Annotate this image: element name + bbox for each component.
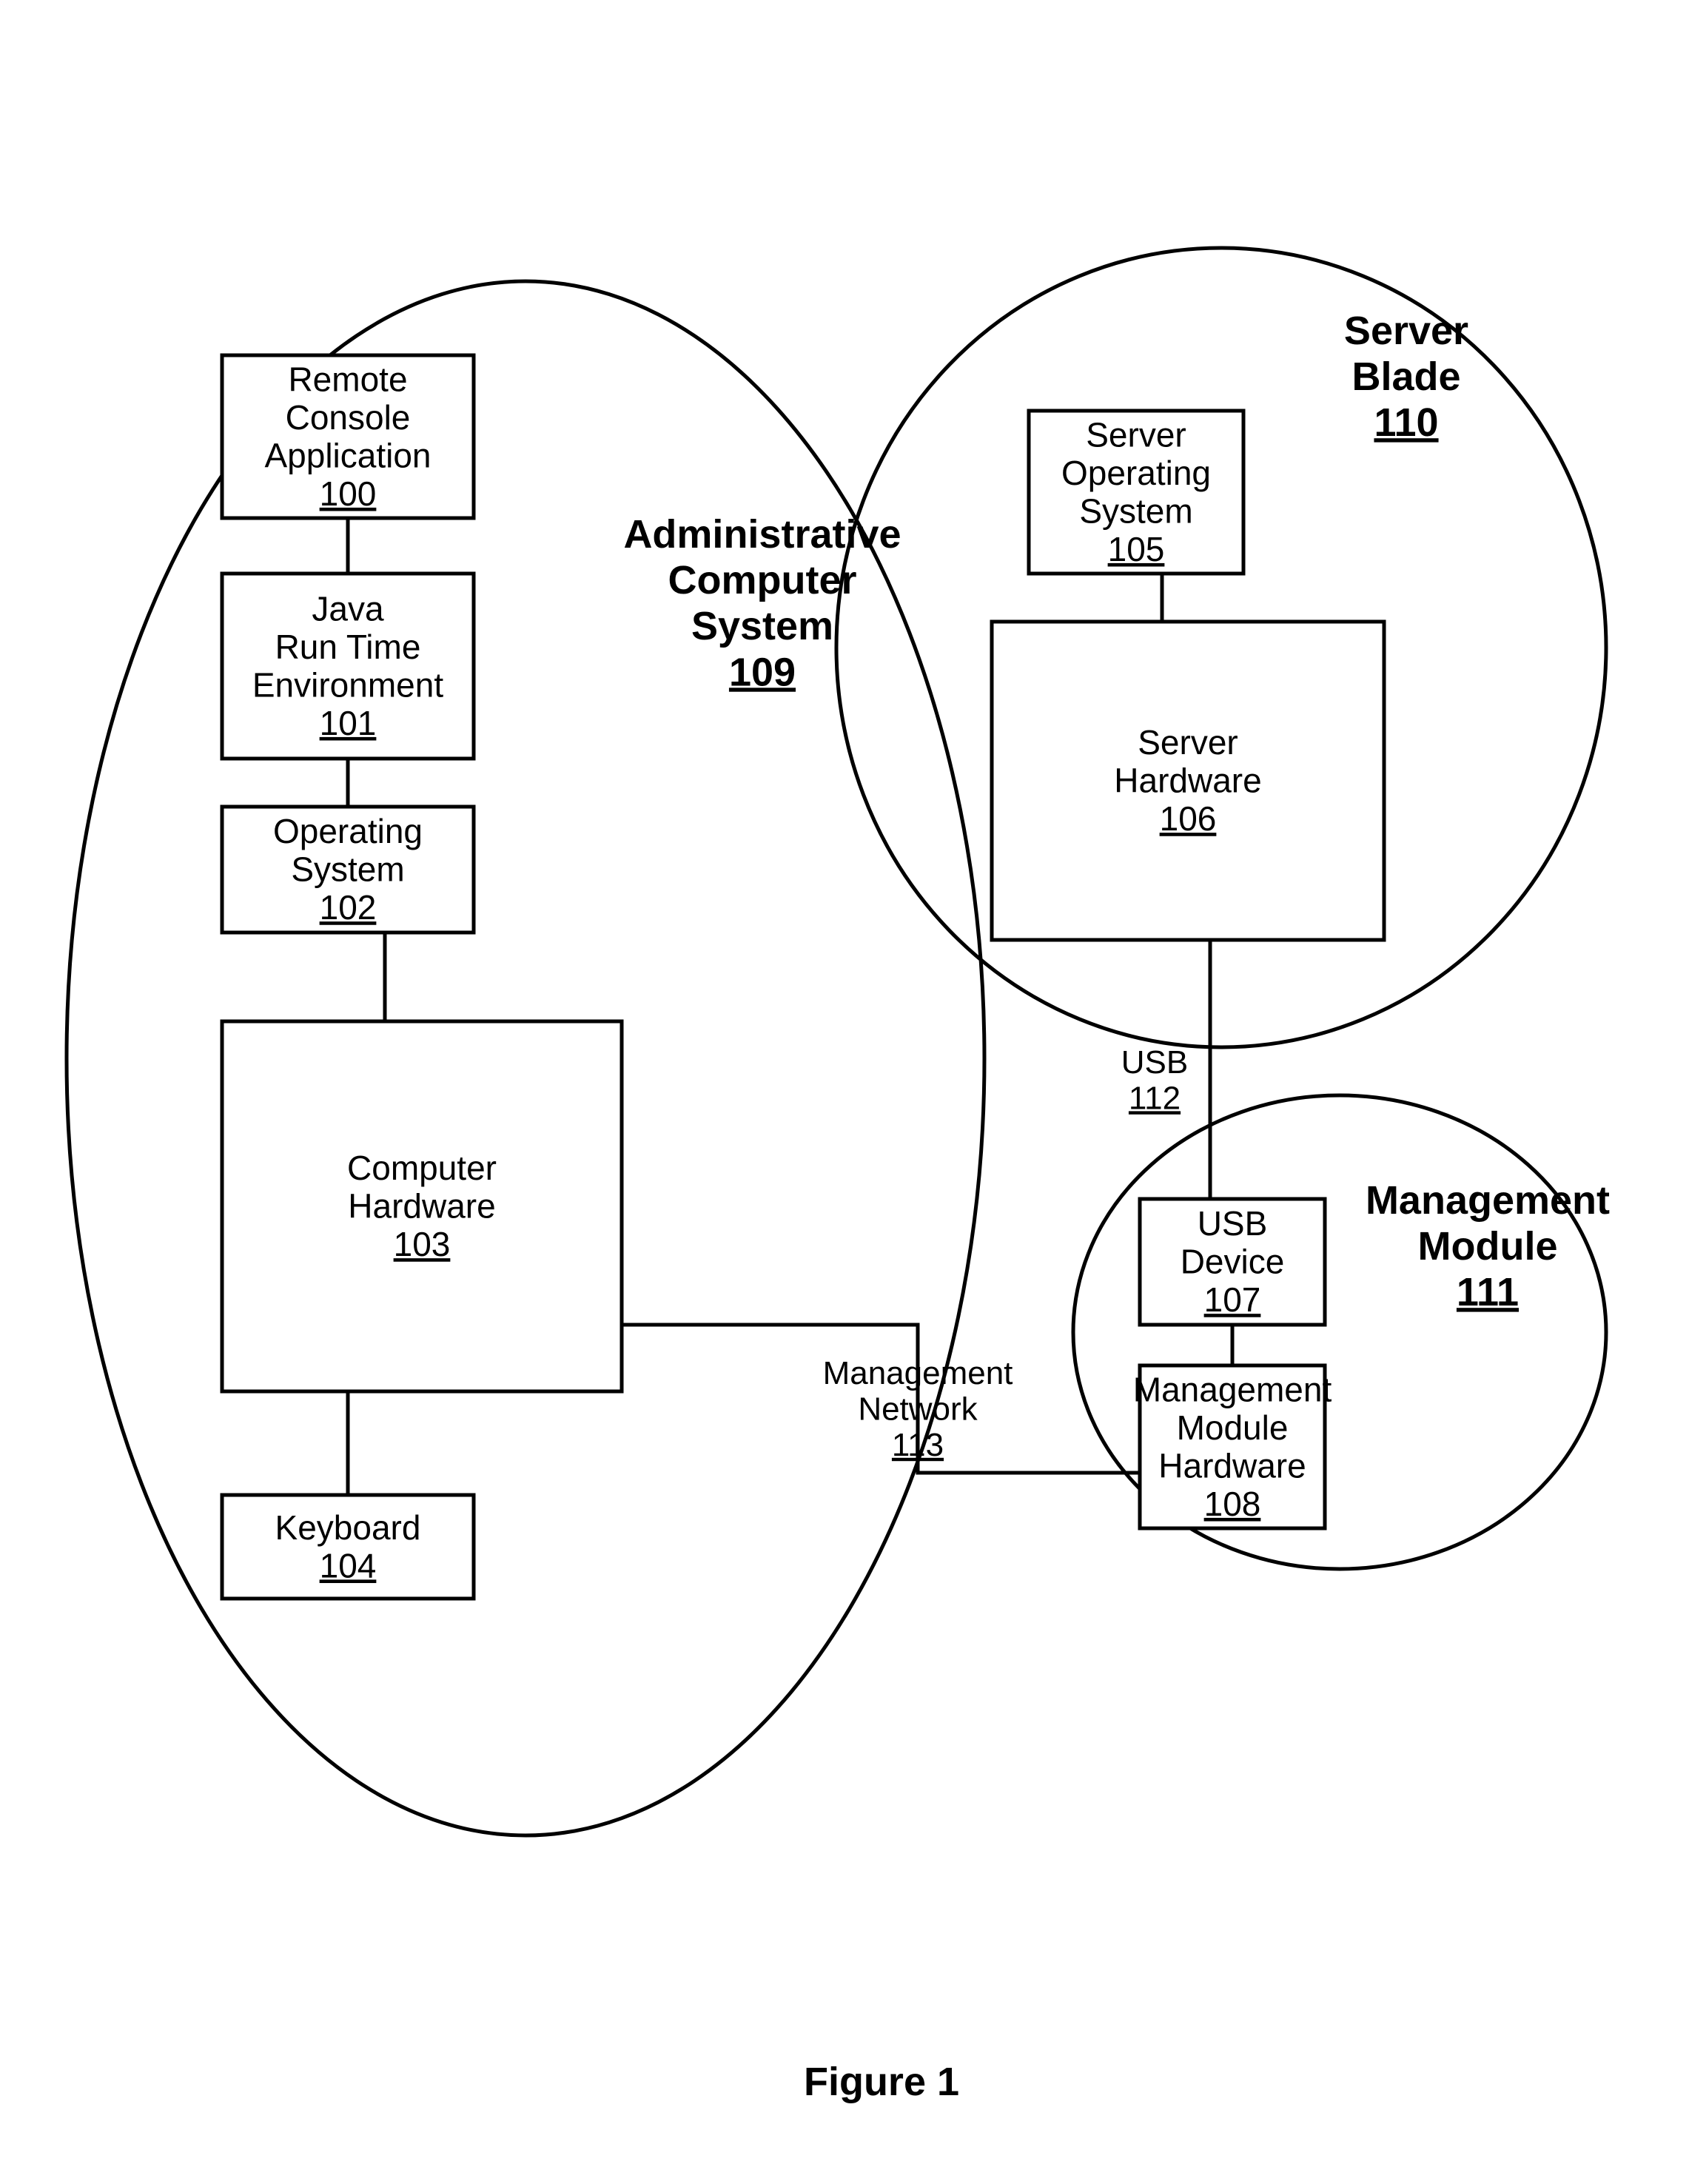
admin-number: 109 — [729, 650, 796, 694]
server_os-number: 105 — [1108, 530, 1165, 568]
server_blade-title: Blade — [1351, 355, 1460, 399]
server_os-label: Server — [1086, 415, 1186, 454]
admin-title: Administrative — [623, 512, 901, 557]
mgmt_hw-label: Management — [1133, 1370, 1332, 1408]
usb_device-label: USB — [1198, 1204, 1268, 1243]
server_blade-title: Server — [1344, 309, 1468, 353]
remote_console-label: Remote — [288, 360, 407, 398]
edge-mgmt_net-num: 113 — [892, 1427, 944, 1463]
mgmt_hw-label: Hardware — [1158, 1446, 1306, 1485]
java_rte-label: Java — [312, 589, 384, 628]
figure-caption: Figure 1 — [804, 2060, 959, 2104]
remote_console-number: 100 — [320, 474, 377, 513]
edge-mgmt_net-label2: Network — [858, 1391, 978, 1427]
os-label: System — [291, 850, 404, 889]
edge-e6-num: 112 — [1129, 1080, 1181, 1116]
mgmt_hw-number: 108 — [1204, 1485, 1261, 1523]
keyboard-number: 104 — [320, 1546, 377, 1585]
os-label: Operating — [273, 812, 423, 850]
mgmt_module-title: Module — [1418, 1224, 1558, 1269]
server_os-label: Operating — [1061, 454, 1211, 492]
server_hw-label: Hardware — [1114, 762, 1261, 800]
os-number: 102 — [320, 888, 377, 927]
keyboard-label: Keyboard — [275, 1508, 421, 1547]
mgmt_module-title: Management — [1366, 1178, 1610, 1223]
usb_device-number: 107 — [1204, 1280, 1261, 1319]
computer_hw-label: Hardware — [348, 1187, 495, 1226]
edge-mgmt_net-label: Management — [823, 1355, 1013, 1391]
java_rte-number: 101 — [320, 704, 377, 742]
server_blade-number: 110 — [1374, 400, 1438, 445]
server_hw-label: Server — [1138, 723, 1238, 762]
edge-e6-label: USB — [1121, 1044, 1188, 1081]
java_rte-label: Run Time — [275, 628, 421, 666]
admin-title: Computer — [668, 558, 857, 602]
java_rte-label: Environment — [252, 665, 443, 704]
remote_console-label: Application — [264, 436, 431, 474]
computer_hw-label: Computer — [347, 1149, 497, 1187]
remote_console-label: Console — [286, 398, 411, 437]
mgmt_hw-label: Module — [1177, 1408, 1289, 1447]
mgmt_module-number: 111 — [1457, 1270, 1519, 1314]
computer_hw-number: 103 — [394, 1225, 451, 1263]
admin-title: System — [691, 604, 833, 648]
server_os-label: System — [1079, 491, 1192, 530]
usb_device-label: Device — [1181, 1243, 1285, 1281]
server_hw-number: 106 — [1160, 799, 1217, 838]
